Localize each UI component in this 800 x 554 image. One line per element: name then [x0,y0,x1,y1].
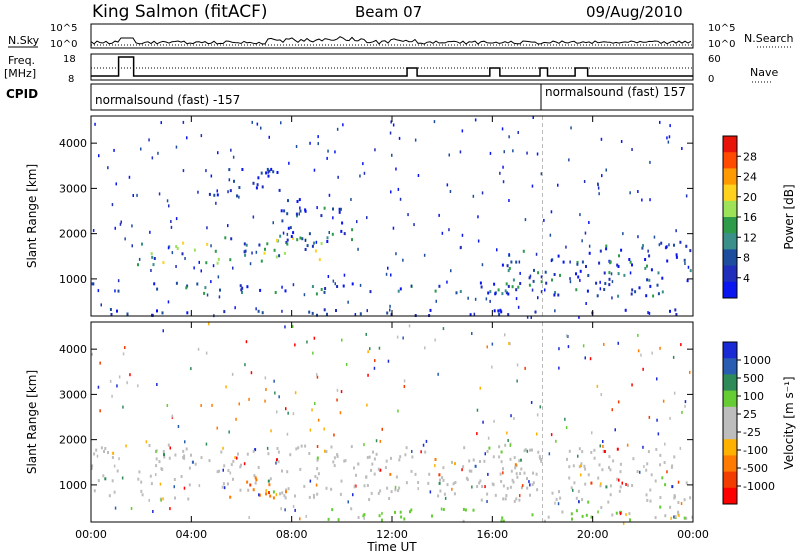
velocity-colorbar-tick-label: -500 [743,462,768,475]
nave-label: Nave [750,66,778,79]
power-colorbar-bin [723,184,737,202]
nsearch-label: N.Search [744,32,794,45]
noise-sky-line [90,36,692,45]
power-ytick-label: 1000 [59,273,87,286]
power-colorbar-bin [723,281,737,299]
power-ytick-label: 4000 [59,137,87,150]
power-colorbar-tick-label: 16 [743,211,757,224]
power-colorbar-bin [723,136,737,153]
power-plot-frame [90,115,694,317]
freq-tick-right-top: 60 [708,54,721,65]
velocity-xtick-label: 12:00 [376,528,408,541]
velocity-colorbar-bin [723,423,737,440]
velocity-colorbar-label: Velocity [m s⁻¹] [782,376,796,469]
power-ytick-label: 3000 [59,182,87,195]
power-colorbar-bin [723,152,737,169]
velocity-ytick-label: 2000 [59,434,87,447]
velocity-plot: 1000 2000 3000 4000 00:00 04:00 08:00 12:00 16:0… [25,321,709,541]
cpid-panel-frame [90,83,694,111]
freq-unit-label: [MHz] [4,67,36,80]
station-title: King Salmon (fitACF) [92,2,268,22]
power-colorbar-tick-label: 12 [743,231,757,244]
freq-panel-frame [90,53,694,81]
velocity-colorbar-bin [723,487,737,505]
noise-tick-left-bottom: 10^0 [50,39,77,50]
power-colorbar-label: Power [dB] [782,184,796,249]
power-colorbar-bin [723,200,737,218]
velocity-ytick-label: 1000 [59,479,87,492]
power-colorbar-tick-label: 8 [743,252,750,265]
velocity-colorbar-bin [723,390,737,408]
power-colorbar-bin [723,265,737,283]
noise-tick-right-bottom: 10^0 [708,39,735,50]
power-colorbar-tick-label: 4 [743,272,750,285]
velocity-xtick-label: 16:00 [476,528,508,541]
freq-label: Freq. [8,54,35,67]
noise-tick-right-top: 10^5 [708,23,735,34]
freq-trace [91,56,693,77]
velocity-colorbar-tick-label: 1000 [743,354,771,367]
velocity-colorbar-tick-label: -1000 [743,480,775,493]
power-colorbar-bin [723,233,737,250]
velocity-colorbar-bin [723,406,737,424]
power-colorbar-tick-label: 24 [743,171,757,184]
velocity-colorbar-bin [723,439,737,456]
cpid-label: CPID [6,87,38,101]
velocity-colorbar-bin [723,358,737,375]
noise-trace [90,36,693,46]
freq-tick-right-bottom: 0 [708,74,714,85]
power-ytick-label: 2000 [59,228,87,241]
freq-tick-left-bottom: 8 [68,74,74,85]
noise-panel-frame [90,23,694,49]
velocity-ytick-label: 4000 [59,343,87,356]
date-label: 09/Aug/2010 [586,3,683,21]
freq-step-line [91,56,693,77]
power-colorbar-tick-label: 20 [743,191,757,204]
beam-label: Beam 07 [355,3,422,21]
velocity-xtick-label: 20:00 [577,528,609,541]
velocity-colorbar-tick-label: 25 [743,408,757,421]
nsky-label: N.Sky [8,34,40,47]
x-axis-label: Time UT [366,540,417,554]
velocity-scatter-cells [91,322,694,525]
velocity-ylabel: Slant Range [km] [25,370,39,474]
noise-tick-left-top: 10^5 [50,23,77,34]
power-ylabel: Slant Range [km] [25,164,39,268]
power-scatter-cells [91,116,692,319]
power-colorbar: 28 24 20 16 12 8 4 Power [dB] [722,135,796,299]
cpid-segment-1: normalsound (fast) -157 [95,93,240,107]
velocity-xtick-label: 08:00 [276,528,308,541]
velocity-colorbar-bin [723,471,737,489]
freq-tick-left-top: 18 [63,54,76,65]
velocity-colorbar-tick-label: 500 [743,372,764,385]
velocity-colorbar-tick-label: 100 [743,390,764,403]
velocity-colorbar-bin [723,374,737,392]
power-colorbar-bin [723,168,737,186]
power-colorbar-tick-label: 28 [743,150,757,163]
velocity-colorbar-frame [722,341,738,505]
velocity-colorbar-tick-label: -25 [743,426,761,439]
velocity-xtick-label: 00:00 [75,528,107,541]
velocity-colorbar-bin [723,342,737,359]
velocity-colorbar: 1000 500 100 25 -25 -100 -500 -1000 Velocity [m … [722,341,796,505]
velocity-colorbar-bin [723,455,737,473]
velocity-xtick-label: 04:00 [175,528,207,541]
power-plot: 1000 2000 3000 4000 Slant Range [km] [25,115,694,319]
power-colorbar-bin [723,217,737,234]
velocity-xtick-label: 00:00 [677,528,709,541]
cpid-segment-2: normalsound (fast) 157 [545,85,686,99]
velocity-ytick-label: 3000 [59,388,87,401]
power-colorbar-bin [723,249,737,267]
velocity-colorbar-tick-label: -100 [743,444,768,457]
